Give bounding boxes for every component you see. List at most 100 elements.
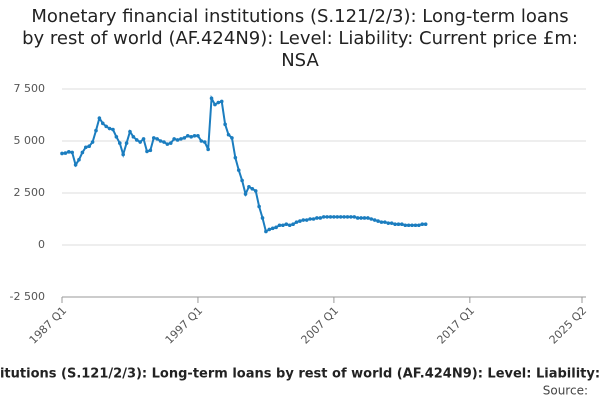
data-point [216, 100, 221, 105]
data-point [172, 137, 176, 141]
data-point [90, 140, 95, 144]
data-point [175, 138, 180, 142]
data-point [124, 141, 129, 145]
data-point [386, 221, 391, 225]
data-point [141, 137, 146, 141]
data-point [372, 218, 377, 222]
data-point [223, 122, 227, 127]
data-point [304, 218, 309, 222]
data-point [243, 192, 248, 196]
data-point [345, 215, 350, 219]
data-point [192, 134, 197, 138]
data-point [403, 223, 408, 228]
y-tick-label: 7 500 [14, 82, 46, 95]
data-point [104, 124, 108, 129]
data-point [97, 116, 102, 120]
data-point [77, 157, 81, 162]
data-point [423, 222, 428, 226]
data-point [209, 96, 214, 101]
data-point [111, 127, 115, 132]
data-point [277, 223, 282, 228]
data-point [342, 215, 346, 219]
data-point [294, 220, 299, 224]
y-tick-label: 2 500 [14, 186, 46, 199]
data-point [298, 219, 302, 223]
data-point [94, 128, 98, 133]
data-point [274, 225, 278, 230]
x-tick-label: 1987 Q1 [27, 304, 70, 347]
data-point [325, 215, 329, 219]
data-point [328, 215, 333, 219]
data-point [417, 223, 421, 228]
data-point [226, 132, 231, 137]
data-point [335, 215, 340, 219]
data-point [199, 139, 204, 143]
data-point [281, 223, 285, 228]
data-point [73, 163, 78, 167]
data-point [100, 121, 105, 126]
data-point [318, 216, 323, 220]
x-tick-label: 1997 Q1 [163, 304, 206, 347]
data-point [376, 219, 380, 223]
data-point [87, 144, 91, 148]
data-point [179, 137, 183, 141]
data-point [213, 102, 217, 107]
data-point [219, 99, 224, 104]
data-point [332, 215, 336, 219]
data-point [301, 218, 306, 222]
data-point [308, 217, 312, 221]
y-tick-label: -2 500 [10, 290, 45, 303]
data-point [117, 141, 122, 145]
data-point [413, 223, 418, 228]
chart-title: Monetary financial institutions (S.121/2… [22, 6, 578, 71]
data-point [338, 215, 343, 219]
series-line [61, 94, 426, 234]
data-point [121, 152, 125, 157]
data-point [420, 222, 425, 226]
x-tick-label: 2025 Q2 [547, 304, 590, 347]
data-point [233, 155, 238, 160]
data-point [230, 136, 234, 140]
data-point [362, 216, 367, 220]
y-tick-label: 5 000 [14, 134, 46, 147]
data-point [264, 229, 268, 234]
data-point [267, 227, 272, 232]
data-point [138, 140, 142, 144]
data-point [240, 178, 244, 183]
data-point [366, 216, 370, 220]
data-point [247, 184, 251, 189]
data-point [63, 151, 68, 155]
data-point [349, 215, 353, 219]
data-point [369, 217, 374, 221]
data-point [393, 222, 397, 226]
data-point [400, 222, 404, 226]
data-point [148, 148, 153, 153]
data-point [206, 147, 210, 152]
data-point [189, 135, 193, 139]
data-point [66, 150, 71, 154]
data-point [182, 136, 187, 140]
data-point [410, 223, 414, 228]
data-point [114, 135, 119, 139]
data-point [352, 215, 357, 219]
source: Source: [543, 384, 588, 398]
data-point [134, 138, 139, 142]
data-point [379, 220, 384, 224]
data-point [260, 216, 265, 220]
data-point [107, 126, 112, 131]
data-point [253, 189, 258, 193]
data-point [128, 129, 132, 134]
data-point [80, 150, 85, 155]
data-point [383, 220, 387, 224]
y-tick-label: 0 [38, 238, 45, 251]
data-point [321, 215, 326, 219]
x-axis-label: Monetary financial institutions (S.121/2… [0, 367, 600, 382]
data-point [145, 149, 149, 154]
data-point [236, 168, 241, 172]
data-point [83, 145, 88, 150]
x-tick-label: 2007 Q1 [299, 304, 342, 347]
data-point [284, 222, 289, 226]
data-point [168, 141, 173, 145]
data-point [311, 217, 316, 221]
